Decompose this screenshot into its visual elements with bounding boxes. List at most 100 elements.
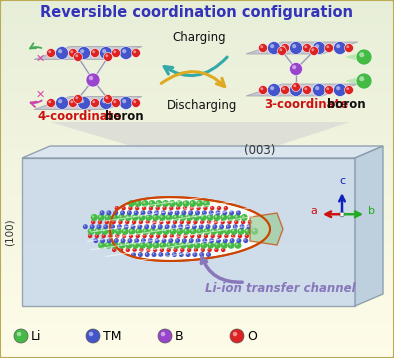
Circle shape bbox=[92, 216, 95, 218]
Circle shape bbox=[268, 42, 281, 54]
Circle shape bbox=[56, 97, 69, 110]
Circle shape bbox=[201, 221, 203, 222]
Bar bbox=[0, 152, 394, 153]
Circle shape bbox=[207, 242, 214, 249]
Bar bbox=[0, 59, 394, 60]
Circle shape bbox=[226, 224, 231, 229]
Bar bbox=[0, 41, 394, 42]
Circle shape bbox=[184, 229, 187, 232]
Circle shape bbox=[123, 229, 125, 232]
Bar bbox=[0, 70, 394, 71]
Bar bbox=[0, 211, 394, 212]
Bar bbox=[0, 193, 394, 194]
Bar bbox=[0, 253, 394, 254]
Circle shape bbox=[200, 214, 207, 221]
Circle shape bbox=[113, 50, 116, 53]
Circle shape bbox=[175, 243, 177, 246]
Circle shape bbox=[326, 87, 329, 90]
Bar bbox=[0, 60, 394, 61]
Bar bbox=[0, 205, 394, 206]
Circle shape bbox=[157, 202, 159, 204]
Bar bbox=[0, 102, 394, 103]
Circle shape bbox=[281, 86, 290, 95]
Bar bbox=[0, 181, 394, 182]
Circle shape bbox=[198, 235, 199, 236]
Circle shape bbox=[115, 239, 116, 241]
Circle shape bbox=[113, 210, 118, 215]
Circle shape bbox=[121, 206, 126, 211]
Circle shape bbox=[134, 238, 139, 243]
Text: 4-coordinate: 4-coordinate bbox=[38, 111, 122, 124]
Circle shape bbox=[155, 200, 162, 207]
Circle shape bbox=[125, 220, 130, 224]
Circle shape bbox=[290, 83, 303, 97]
Circle shape bbox=[184, 235, 186, 236]
Circle shape bbox=[234, 214, 241, 221]
Bar bbox=[0, 34, 394, 35]
Circle shape bbox=[119, 97, 132, 110]
Circle shape bbox=[127, 238, 132, 243]
Bar bbox=[0, 27, 394, 28]
Polygon shape bbox=[246, 42, 358, 54]
Bar bbox=[0, 129, 394, 130]
Circle shape bbox=[126, 248, 130, 252]
Circle shape bbox=[197, 202, 200, 204]
Circle shape bbox=[214, 214, 220, 221]
Bar bbox=[0, 207, 394, 208]
Circle shape bbox=[187, 253, 188, 255]
Circle shape bbox=[199, 252, 204, 257]
Circle shape bbox=[246, 229, 248, 232]
Circle shape bbox=[110, 229, 112, 232]
Circle shape bbox=[69, 48, 78, 58]
Circle shape bbox=[127, 243, 129, 246]
Circle shape bbox=[210, 211, 211, 213]
Bar bbox=[0, 144, 394, 145]
Circle shape bbox=[14, 329, 28, 343]
Bar bbox=[0, 39, 394, 40]
Circle shape bbox=[210, 234, 215, 238]
Bar bbox=[0, 52, 394, 53]
Bar bbox=[0, 44, 394, 45]
Bar bbox=[0, 295, 394, 296]
Circle shape bbox=[224, 239, 225, 241]
Bar bbox=[0, 215, 394, 216]
Circle shape bbox=[136, 207, 138, 208]
Circle shape bbox=[139, 248, 144, 252]
Circle shape bbox=[315, 44, 319, 48]
Bar bbox=[0, 262, 394, 263]
Bar bbox=[0, 29, 394, 30]
Circle shape bbox=[121, 211, 123, 213]
Circle shape bbox=[112, 248, 116, 252]
Circle shape bbox=[163, 228, 169, 235]
Circle shape bbox=[86, 329, 100, 343]
Circle shape bbox=[170, 207, 171, 208]
Bar bbox=[0, 353, 394, 354]
Circle shape bbox=[166, 220, 170, 224]
Bar bbox=[0, 286, 394, 287]
Bar bbox=[0, 316, 394, 317]
Bar bbox=[0, 291, 394, 292]
Circle shape bbox=[204, 202, 206, 204]
Circle shape bbox=[139, 221, 141, 222]
Bar bbox=[0, 93, 394, 94]
Bar bbox=[0, 256, 394, 257]
Circle shape bbox=[359, 52, 364, 57]
Bar bbox=[0, 87, 394, 88]
Bar bbox=[0, 105, 394, 106]
Circle shape bbox=[108, 211, 109, 213]
Circle shape bbox=[100, 97, 113, 110]
Bar bbox=[0, 223, 394, 224]
Bar bbox=[0, 230, 394, 231]
Circle shape bbox=[228, 221, 230, 222]
Bar bbox=[0, 227, 394, 228]
Bar bbox=[0, 246, 394, 247]
Bar bbox=[0, 240, 394, 241]
Bar bbox=[0, 86, 394, 87]
Bar bbox=[0, 320, 394, 321]
Circle shape bbox=[87, 228, 95, 235]
Bar bbox=[0, 173, 394, 174]
Circle shape bbox=[133, 221, 134, 222]
Circle shape bbox=[229, 210, 234, 215]
Bar bbox=[0, 94, 394, 95]
Circle shape bbox=[167, 248, 171, 252]
